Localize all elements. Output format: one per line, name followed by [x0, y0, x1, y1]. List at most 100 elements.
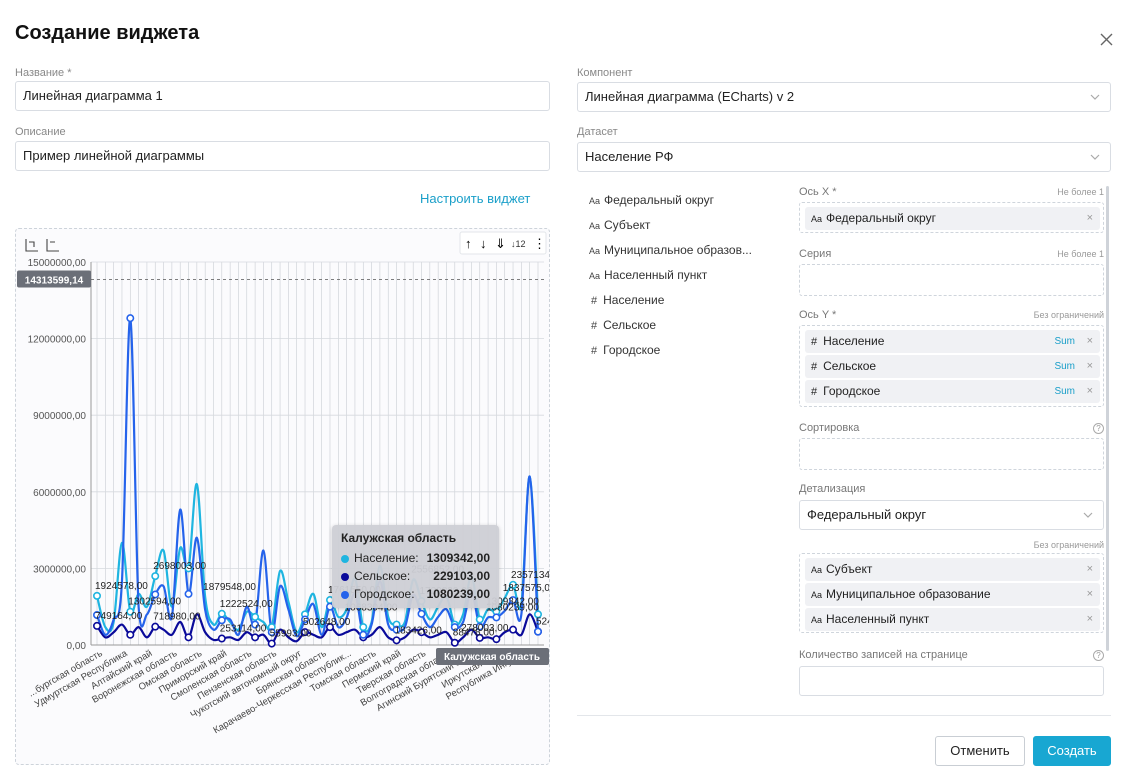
data-point[interactable] — [267, 639, 276, 648]
data-point[interactable] — [475, 615, 484, 624]
data-point[interactable] — [301, 615, 310, 624]
data-point[interactable] — [359, 623, 368, 632]
data-label: 718980,00 — [153, 612, 201, 623]
sort-numeric-icon[interactable]: ↓12 — [511, 239, 526, 249]
create-button[interactable]: Создать — [1033, 736, 1111, 766]
data-point[interactable] — [417, 628, 426, 637]
tooltip-row: Сельское: 229103,00 — [341, 567, 490, 585]
detail-chip[interactable]: Aa Субъект × — [805, 558, 1100, 581]
data-point[interactable] — [450, 638, 459, 647]
component-select[interactable]: Линейная диаграмма (ECharts) v 2 — [577, 82, 1111, 112]
data-point[interactable] — [184, 589, 193, 598]
data-label: 2698003,00 — [153, 561, 206, 572]
data-point[interactable] — [325, 623, 334, 632]
text-type-icon: Aa — [811, 565, 823, 575]
sort-descending-icon[interactable]: ↓ — [480, 236, 487, 251]
detail-dropzone[interactable]: Aa Субъект × Aa Муниципальное образование × … — [799, 553, 1104, 633]
data-point[interactable] — [217, 634, 226, 643]
remove-icon[interactable]: × — [1086, 360, 1093, 372]
series-line-1[interactable] — [96, 613, 540, 645]
data-point[interactable] — [417, 609, 426, 618]
series-dropzone[interactable] — [799, 264, 1104, 296]
sort-dropzone[interactable] — [799, 438, 1104, 470]
y-tick-label: 12000000,00 — [28, 335, 87, 346]
dataset-field-item[interactable]: # Сельское — [589, 318, 656, 332]
more-vertical-icon[interactable]: ⋮ — [533, 236, 546, 251]
sort-filter-icon[interactable]: ⇓ — [495, 236, 506, 251]
help-icon[interactable]: ? — [1093, 650, 1104, 661]
y-axis-chip[interactable]: # Городское Sum × — [805, 380, 1100, 403]
name-input[interactable]: Линейная диаграмма 1 — [15, 81, 550, 111]
remove-icon[interactable]: × — [1086, 385, 1093, 397]
data-point[interactable] — [509, 580, 518, 589]
sort-ascending-icon[interactable]: ↑ — [465, 236, 472, 251]
data-point[interactable] — [301, 628, 310, 637]
data-point[interactable] — [509, 596, 518, 605]
dataset-field-item[interactable]: Aa Субъект — [589, 218, 650, 232]
remove-icon[interactable]: × — [1086, 588, 1093, 600]
data-point[interactable] — [533, 610, 542, 619]
data-point[interactable] — [93, 610, 102, 619]
data-point[interactable] — [533, 627, 542, 636]
cancel-button[interactable]: Отменить — [935, 736, 1025, 766]
data-point[interactable] — [475, 622, 484, 631]
dataset-field-item[interactable]: Aa Муниципальное образов... — [589, 243, 752, 257]
data-point[interactable] — [217, 609, 226, 618]
data-point[interactable] — [151, 590, 160, 599]
series-hint: Не более 1 — [1057, 249, 1104, 259]
description-input[interactable]: Пример линейной диаграммы — [15, 141, 550, 171]
scrollbar[interactable] — [1106, 186, 1109, 651]
data-point[interactable] — [475, 633, 484, 642]
data-point[interactable] — [126, 630, 135, 639]
data-point[interactable] — [151, 622, 160, 631]
data-point[interactable] — [93, 591, 102, 600]
data-point[interactable] — [392, 625, 401, 634]
data-point[interactable] — [450, 623, 459, 632]
zoom-icon[interactable] — [25, 239, 38, 252]
dataset-field-item[interactable]: # Население — [589, 293, 664, 307]
aggregation-link[interactable]: Sum — [1054, 361, 1075, 372]
x-axis-chip[interactable]: Aa Федеральный округ × — [805, 207, 1100, 230]
remove-icon[interactable]: × — [1086, 335, 1093, 347]
zoom-reset-icon[interactable] — [46, 239, 59, 252]
data-point[interactable] — [267, 628, 276, 637]
page-size-input[interactable] — [799, 666, 1104, 696]
detail-chip[interactable]: Aa Населенный пункт × — [805, 608, 1100, 631]
remove-icon[interactable]: × — [1086, 563, 1093, 575]
y-axis-chip[interactable]: # Население Sum × — [805, 330, 1100, 353]
data-point[interactable] — [509, 625, 518, 634]
data-point[interactable] — [217, 616, 226, 625]
x-axis-dropzone[interactable]: Aa Федеральный округ × — [799, 202, 1104, 233]
data-point[interactable] — [251, 633, 260, 642]
dataset-field-item[interactable]: Aa Федеральный округ — [589, 193, 714, 207]
line-chart[interactable]: ↑ ↓ ⇓ ↓12 ⋮ 15000000,00 12000000,00 900000… — [16, 229, 550, 765]
detail-select[interactable]: Федеральный округ — [799, 500, 1104, 530]
data-point[interactable] — [492, 635, 501, 644]
data-label: 1222524,00 — [220, 599, 273, 610]
y-axis-chip[interactable]: # Сельское Sum × — [805, 355, 1100, 378]
data-point[interactable] — [492, 613, 501, 622]
data-point[interactable] — [93, 621, 102, 630]
data-point[interactable] — [126, 607, 135, 616]
dataset-select[interactable]: Население РФ — [577, 142, 1111, 172]
data-point[interactable] — [251, 612, 260, 621]
data-point[interactable] — [392, 636, 401, 645]
aggregation-link[interactable]: Sum — [1054, 386, 1075, 397]
data-point[interactable] — [184, 564, 193, 573]
data-point[interactable] — [126, 314, 135, 323]
aggregation-link[interactable]: Sum — [1054, 336, 1075, 347]
data-point[interactable] — [251, 620, 260, 629]
close-icon[interactable] — [1099, 32, 1114, 47]
dataset-field-item[interactable]: Aa Населенный пункт — [589, 268, 707, 282]
detail-chip[interactable]: Aa Муниципальное образование × — [805, 583, 1100, 606]
data-point[interactable] — [151, 572, 160, 581]
data-point[interactable] — [184, 633, 193, 642]
configure-widget-link[interactable]: Настроить виджет — [420, 191, 531, 206]
remove-icon[interactable]: × — [1086, 613, 1093, 625]
text-type-icon: Aa — [811, 615, 823, 625]
remove-icon[interactable]: × — [1086, 212, 1093, 224]
y-axis-dropzone[interactable]: # Население Sum × # Сельское Sum × # Городское S… — [799, 325, 1104, 407]
data-point[interactable] — [359, 630, 368, 639]
help-icon[interactable]: ? — [1093, 423, 1104, 434]
dataset-field-item[interactable]: # Городское — [589, 343, 660, 357]
